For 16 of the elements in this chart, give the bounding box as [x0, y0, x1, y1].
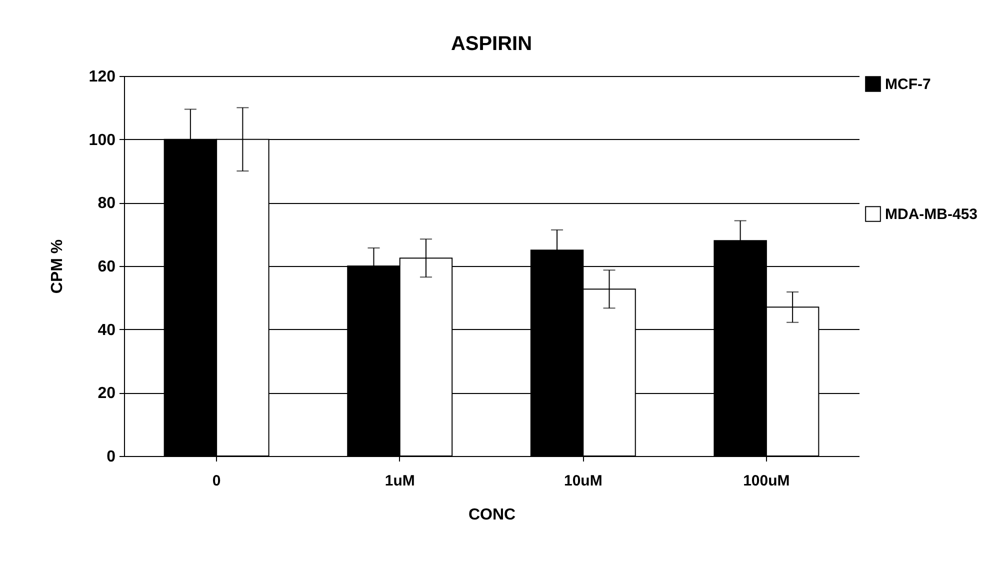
x-tick-label: 10uM: [564, 472, 602, 490]
chart-title: ASPIRIN: [450, 33, 532, 55]
y-axis-title: CPM %: [48, 239, 66, 294]
y-tick-label: 60: [98, 258, 116, 276]
x-tick-label: 1uM: [384, 472, 415, 490]
y-tick-label: 80: [98, 195, 116, 212]
legend-label: MCF-7: [885, 76, 931, 93]
y-tick-label: 40: [98, 322, 116, 339]
x-tick-label: 100uM: [743, 472, 790, 490]
x-axis-title: CONC: [468, 506, 516, 524]
y-tick-label: 20: [98, 385, 116, 402]
x-tick-label: 0: [212, 472, 221, 490]
y-tick-label: 120: [88, 68, 116, 86]
legend-label: MDA-MB-453: [885, 206, 978, 223]
y-tick-label: 100: [88, 132, 116, 149]
y-tick-label: 0: [106, 448, 116, 466]
